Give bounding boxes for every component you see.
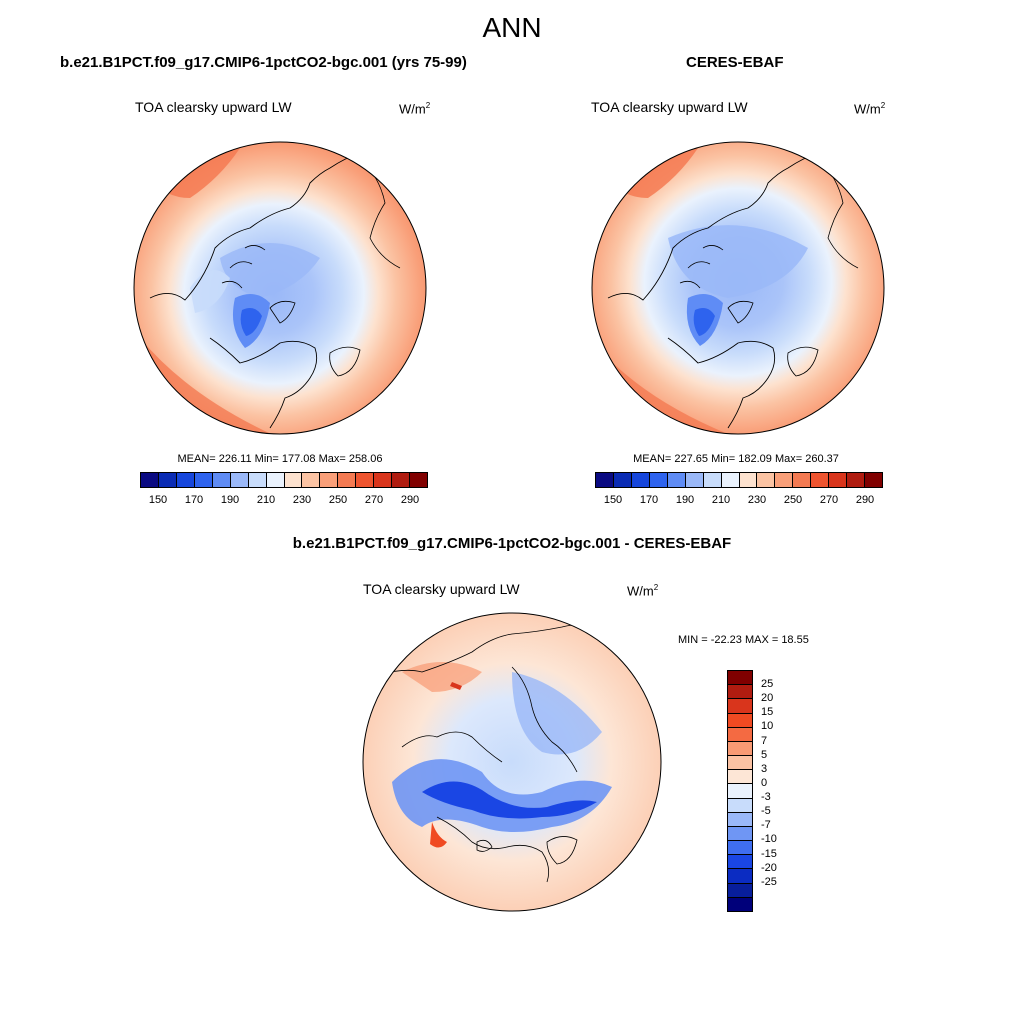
colorbar-tick-label: -3 [761, 791, 771, 804]
colorbar-tick-label: -5 [761, 805, 771, 818]
colorbar-tick-label: 10 [761, 720, 774, 733]
colorbar-tick-label: -25 [761, 875, 777, 888]
colorbar-swatch [829, 473, 848, 487]
colorbar-tick-label: -7 [761, 819, 771, 832]
colorbar-swatch [728, 727, 752, 742]
colorbar-swatch [356, 473, 375, 487]
colorbar-swatch [320, 473, 339, 487]
colorbar-swatch [728, 798, 752, 813]
colorbar-tick-label: 0 [761, 776, 768, 789]
colorbar-swatch [739, 473, 758, 487]
model-variable-label: TOA clearsky upward LW [135, 99, 292, 115]
colorbar-swatch [728, 699, 752, 714]
model-colorbar: 150 170 190 210 230 250 270 290 [140, 472, 428, 506]
colorbar-tick-label: -10 [761, 833, 777, 846]
colorbar-swatch [728, 869, 752, 884]
colorbar-tick-label: -15 [761, 847, 777, 860]
colorbar-tick-label: 20 [761, 692, 774, 705]
colorbar-swatch [631, 473, 650, 487]
colorbar-swatch [302, 473, 321, 487]
colorbar-tick-label: 230 [292, 494, 312, 506]
colorbar-swatch [775, 473, 794, 487]
colorbar-tick-label: 210 [256, 494, 276, 506]
obs-units-label: W/m2 [854, 101, 886, 117]
colorbar-swatch [410, 473, 427, 487]
obs-panel-title: CERES-EBAF [686, 54, 784, 71]
colorbar-tick-label: 190 [675, 494, 695, 506]
colorbar-swatch [728, 770, 752, 785]
colorbar-swatch [374, 473, 393, 487]
colorbar-swatch [728, 841, 752, 856]
colorbar-tick-label: 170 [639, 494, 659, 506]
colorbar-swatch [667, 473, 686, 487]
colorbar-tick-label: 270 [364, 494, 384, 506]
colorbar-swatch [284, 473, 303, 487]
colorbar-swatch [703, 473, 722, 487]
colorbar-swatch [728, 855, 752, 870]
colorbar-tick-label: 7 [761, 734, 768, 747]
diff-polar-map [362, 612, 662, 912]
colorbar-tick-label: 15 [761, 706, 774, 719]
colorbar-tick-label: 25 [761, 678, 774, 691]
colorbar-swatch [811, 473, 830, 487]
colorbar-swatch [865, 473, 882, 487]
colorbar-tick-label: 290 [400, 494, 420, 506]
colorbar-swatch [685, 473, 704, 487]
colorbar-tick-label: 150 [603, 494, 623, 506]
colorbar-swatch [176, 473, 195, 487]
colorbar-tick-label: 250 [783, 494, 803, 506]
colorbar-swatch [649, 473, 668, 487]
colorbar-swatch [728, 741, 752, 757]
colorbar-tick-label: 270 [819, 494, 839, 506]
diff-stats: MIN = -22.23 MAX = 18.55 [678, 634, 809, 646]
colorbar-swatch [728, 897, 752, 911]
obs-variable-label: TOA clearsky upward LW [591, 99, 748, 115]
colorbar-swatch [392, 473, 411, 487]
colorbar-tick-label: 230 [747, 494, 767, 506]
colorbar-tick-label: 170 [184, 494, 204, 506]
colorbar-swatch [266, 473, 285, 487]
colorbar-tick-label: 210 [711, 494, 731, 506]
colorbar-swatch [728, 671, 752, 686]
colorbar-swatch [613, 473, 632, 487]
colorbar-swatch [728, 756, 752, 771]
figure-title: ANN [482, 12, 542, 43]
colorbar-swatch [141, 473, 159, 487]
colorbar-swatch [721, 473, 740, 487]
obs-colorbar: 150 170 190 210 230 250 270 290 [595, 472, 883, 506]
obs-polar-map [591, 141, 885, 435]
diff-units-label: W/m2 [627, 583, 659, 599]
colorbar-swatch [728, 883, 752, 898]
colorbar-swatch [596, 473, 614, 487]
colorbar-tick-label: 190 [220, 494, 240, 506]
colorbar-tick-label: 290 [855, 494, 875, 506]
diff-panel-title: b.e21.B1PCT.f09_g17.CMIP6-1pctCO2-bgc.00… [292, 535, 732, 552]
colorbar-swatch [230, 473, 249, 487]
colorbar-swatch [728, 826, 752, 842]
diff-variable-label: TOA clearsky upward LW [363, 581, 520, 597]
model-stats: MEAN= 226.11 Min= 177.08 Max= 258.06 [177, 453, 383, 465]
colorbar-tick-label: -20 [761, 861, 777, 874]
colorbar-swatch [338, 473, 357, 487]
colorbar-swatch [728, 784, 752, 799]
colorbar-swatch [728, 812, 752, 827]
model-panel-title: b.e21.B1PCT.f09_g17.CMIP6-1pctCO2-bgc.00… [60, 54, 467, 71]
colorbar-swatch [728, 685, 752, 700]
colorbar-swatch [728, 713, 752, 728]
model-units-label: W/m2 [399, 101, 431, 117]
colorbar-tick-label: 150 [148, 494, 168, 506]
colorbar-swatch [793, 473, 812, 487]
colorbar-swatch [212, 473, 231, 487]
colorbar-swatch [194, 473, 213, 487]
diff-colorbar: 25 20 15 10 7 5 3 0 -3 -5 -7 -10 -15 -20 -25 [727, 670, 777, 912]
colorbar-swatch [757, 473, 776, 487]
colorbar-swatch [248, 473, 267, 487]
colorbar-tick-label: 250 [328, 494, 348, 506]
colorbar-swatch [158, 473, 177, 487]
obs-stats: MEAN= 227.65 Min= 182.09 Max= 260.37 [633, 453, 839, 465]
colorbar-tick-label: 3 [761, 762, 768, 775]
colorbar-swatch [847, 473, 866, 487]
model-polar-map [133, 141, 427, 435]
colorbar-tick-label: 5 [761, 748, 768, 761]
